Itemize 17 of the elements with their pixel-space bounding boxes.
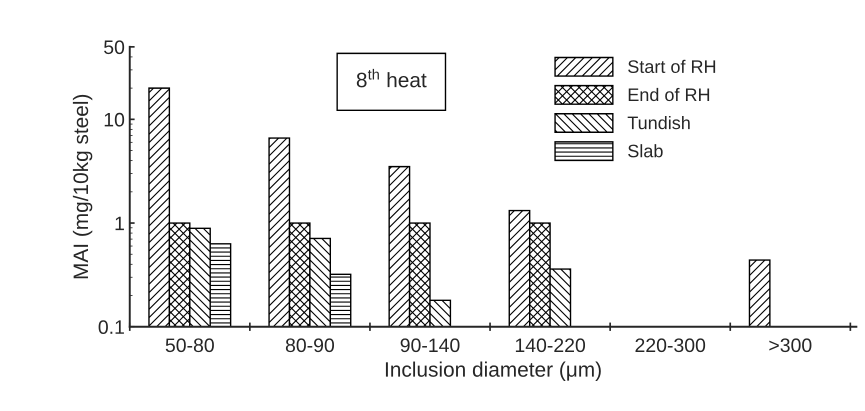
legend-label: End of RH <box>628 88 710 102</box>
y-tick-label: 10 <box>104 112 124 127</box>
x-tick-label: 220-300 <box>636 338 706 352</box>
annotation: 8$^{th}$ heat <box>356 68 427 88</box>
legend-label: Start of RH <box>628 60 716 74</box>
y-axis-title: MAI (mg/10kg steel) <box>72 94 92 278</box>
x-tick-label: 80-90 <box>286 338 334 352</box>
legend-label: Slab <box>628 144 663 158</box>
y-tick-label: 50 <box>104 40 124 54</box>
x-tick-label: 90-140 <box>400 338 460 352</box>
y-tick-label: 1 <box>116 216 124 230</box>
x-axis-title: Inclusion diameter (μm) <box>386 362 601 381</box>
y-tick-label: 0.1 <box>98 320 124 334</box>
x-tick-label: >300 <box>769 338 812 352</box>
x-tick-label: 140-220 <box>516 338 586 352</box>
legend-label: Tundish <box>628 116 690 130</box>
x-tick-label: 50-80 <box>166 338 214 352</box>
